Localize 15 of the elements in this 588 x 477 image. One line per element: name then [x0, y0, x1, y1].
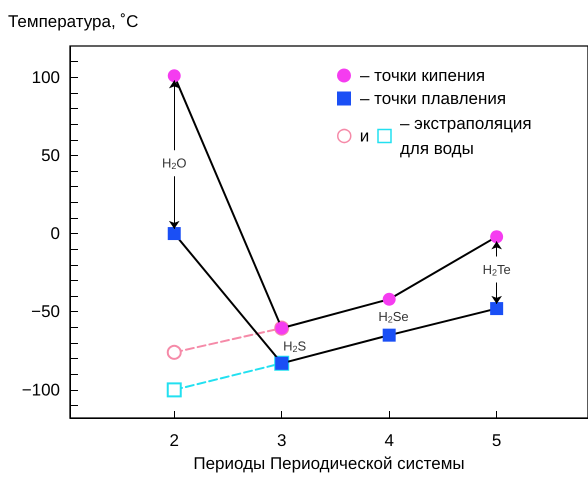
y-tick-label: 100 — [32, 68, 60, 87]
legend-label: и — [360, 126, 370, 146]
y-tick-label: 0 — [50, 224, 60, 244]
legend-label: – точки кипения — [360, 66, 486, 85]
x-tick-label: 3 — [276, 431, 286, 450]
y-tick-label: −100 — [22, 380, 60, 400]
y-tick-label: −50 — [31, 302, 60, 322]
y-tick-label: 50 — [41, 146, 60, 165]
x-tick-label: 5 — [492, 431, 502, 450]
legend-label: – экстраполяция для воды — [400, 114, 532, 158]
x-tick-label: 2 — [170, 431, 179, 450]
legend-label: – точки плавления — [360, 89, 506, 108]
y-axis-title: Температура, ˚С — [8, 12, 138, 31]
x-axis-title: Периоды Периодической системы — [193, 454, 465, 473]
x-tick-label: 4 — [384, 431, 394, 450]
